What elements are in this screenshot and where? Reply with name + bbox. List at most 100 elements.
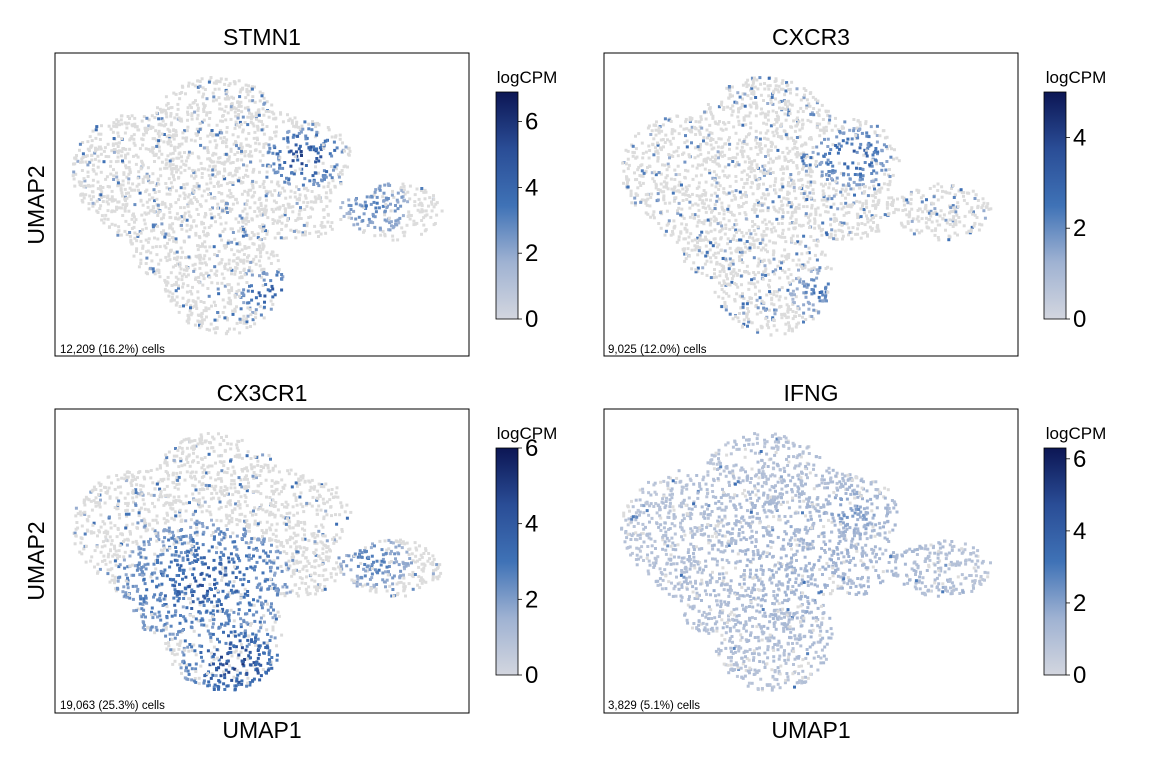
cell-point <box>761 111 765 115</box>
cell-point <box>277 159 281 163</box>
cell-point <box>785 81 789 85</box>
cell-point <box>744 123 748 127</box>
cell-point <box>902 196 906 200</box>
cell-point <box>801 281 805 285</box>
cell-point <box>861 204 864 208</box>
cell-point <box>779 167 783 171</box>
cell-point <box>239 100 243 104</box>
cell-point <box>956 233 959 237</box>
cell-point <box>744 190 748 194</box>
cell-point <box>127 223 131 226</box>
cell-point <box>237 113 241 116</box>
cell-point <box>769 98 773 101</box>
cell-point <box>309 145 313 149</box>
cell-point <box>753 210 757 214</box>
cell-point <box>726 175 729 179</box>
cell-point <box>226 211 229 214</box>
cell-point <box>808 226 811 229</box>
cell-point <box>737 110 741 114</box>
cell-point <box>149 266 152 270</box>
cell-point <box>250 112 254 116</box>
cell-point <box>213 168 217 172</box>
cell-point <box>406 200 410 204</box>
cell-point <box>263 207 267 211</box>
cell-point <box>772 293 776 297</box>
cell-point <box>370 195 374 199</box>
cell-point <box>167 238 171 242</box>
cell-point <box>184 92 187 96</box>
cell-point <box>957 189 961 193</box>
cell-point <box>713 157 717 161</box>
cell-point <box>764 233 768 237</box>
cell-point <box>309 215 312 219</box>
cell-point <box>830 228 834 232</box>
cell-point <box>372 193 376 197</box>
cell-point <box>826 162 830 166</box>
cell-point <box>262 145 266 149</box>
cell-point <box>223 284 227 288</box>
cell-point <box>759 209 762 213</box>
cell-point <box>339 218 343 221</box>
cell-point <box>172 239 176 243</box>
cell-point <box>303 194 307 198</box>
cell-point <box>851 187 855 191</box>
cell-point <box>261 223 265 227</box>
cell-point <box>672 188 676 192</box>
cell-point <box>717 164 721 168</box>
cell-point <box>88 135 92 139</box>
cell-point <box>189 215 193 219</box>
cell-point <box>134 125 137 129</box>
cell-point <box>220 161 224 165</box>
cell-point <box>179 186 183 190</box>
cell-point <box>261 207 265 211</box>
cell-point <box>246 469 250 473</box>
cell-point <box>179 564 183 568</box>
cell-point <box>168 223 172 227</box>
cell-point <box>817 108 821 112</box>
cell-point <box>187 153 191 157</box>
cell-point <box>180 278 184 282</box>
cell-point <box>832 237 836 241</box>
cell-point <box>967 191 971 195</box>
cell-point <box>764 197 767 201</box>
cell-point <box>317 235 320 238</box>
cell-point <box>173 148 177 152</box>
cell-point <box>207 80 211 84</box>
cell-point <box>295 201 299 205</box>
cell-point <box>99 132 103 136</box>
cell-point <box>327 559 330 563</box>
cell-point <box>659 172 663 176</box>
cell-point <box>313 579 317 583</box>
cell-point <box>249 150 253 154</box>
cell-point <box>858 167 862 171</box>
cell-point <box>752 282 756 286</box>
cell-point <box>178 97 182 101</box>
cell-point <box>262 227 266 231</box>
cell-point <box>257 291 261 295</box>
cell-point <box>764 273 768 277</box>
cell-point <box>644 193 648 197</box>
cell-point <box>385 206 389 209</box>
cell-point <box>752 243 756 247</box>
cell-point <box>813 226 817 230</box>
cell-point <box>127 166 131 169</box>
cell-point <box>756 280 760 284</box>
cell-point <box>178 445 182 449</box>
cell-point <box>164 246 168 250</box>
cell-point <box>207 307 211 311</box>
cell-point <box>761 164 765 168</box>
cell-point <box>238 506 242 510</box>
cell-point <box>184 163 188 167</box>
cell-point <box>322 169 326 173</box>
cell-point <box>837 142 841 146</box>
cell-point <box>238 483 242 487</box>
cell-point <box>756 87 760 91</box>
cell-point <box>203 500 207 504</box>
cell-point <box>167 232 171 236</box>
cell-point <box>704 117 708 121</box>
cell-point <box>236 116 240 120</box>
cell-point <box>882 129 886 133</box>
cell-point <box>728 94 732 98</box>
cell-point <box>236 158 240 161</box>
cell-point <box>930 220 934 224</box>
